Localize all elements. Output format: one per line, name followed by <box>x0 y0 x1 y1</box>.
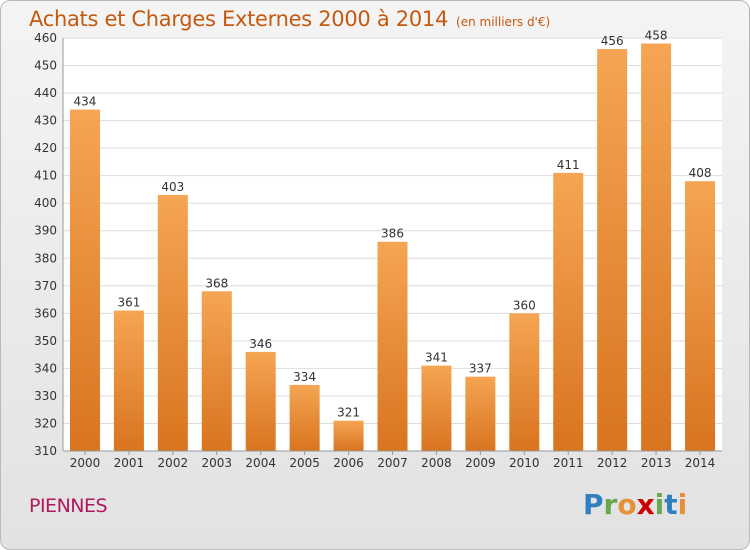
logo-letter: P <box>583 488 604 521</box>
x-tick-label: 2002 <box>158 456 189 470</box>
logo-letter: r <box>603 488 618 521</box>
data-label-2003: 368 <box>205 276 228 290</box>
y-tick-label: 460 <box>34 31 57 45</box>
bar-2006 <box>333 420 364 451</box>
logo-letter: i <box>654 488 665 521</box>
data-labels: 434 361 403 368 346 334 321 386 341 337 360 411 456 4… <box>74 29 712 420</box>
y-tick-label: 340 <box>34 361 57 375</box>
data-label-2006: 321 <box>337 406 360 420</box>
bar-2011 <box>553 172 584 451</box>
bar-2007 <box>377 241 408 451</box>
bar-2000 <box>69 109 100 451</box>
y-tick-label: 400 <box>34 196 57 210</box>
x-axis: 2000 2001 2002 2003 2004 2005 2006 2007 2008 2009… <box>63 450 722 470</box>
logo-letter: x <box>636 488 655 521</box>
x-tick-label: 2010 <box>509 456 540 470</box>
title-row: Achats et Charges Externes 2000 à 2014 (e… <box>29 7 550 31</box>
x-tick-label: 2007 <box>377 456 408 470</box>
y-tick-label: 410 <box>34 169 57 183</box>
y-axis: 310 320 330 340 350 360 370 380 390 400 410 420 430 4… <box>34 31 64 458</box>
y-tick-label: 360 <box>34 306 57 320</box>
x-tick-label: 2009 <box>465 456 496 470</box>
bars <box>69 43 716 452</box>
logo-letter: i <box>677 488 688 521</box>
data-label-2007: 386 <box>381 227 404 241</box>
x-tick-label: 2006 <box>333 456 364 470</box>
x-tick-label: 2003 <box>201 456 232 470</box>
bar-2005 <box>289 384 320 451</box>
data-label-2011: 411 <box>557 158 580 172</box>
y-tick-label: 390 <box>34 224 57 238</box>
x-tick-label: 2005 <box>289 456 320 470</box>
commune-name: PIENNES <box>29 495 108 517</box>
proxiti-logo: Proxiti <box>583 488 687 521</box>
data-label-2013: 458 <box>645 29 668 43</box>
y-tick-label: 370 <box>34 279 57 293</box>
y-tick-label: 380 <box>34 251 57 265</box>
bar-2003 <box>201 291 232 451</box>
bar-2010 <box>509 313 540 451</box>
x-tick-label: 2008 <box>421 456 452 470</box>
y-tick-label: 310 <box>34 444 57 458</box>
x-tick-label: 2001 <box>114 456 145 470</box>
y-tick-label: 320 <box>34 416 57 430</box>
x-tick-label: 2000 <box>70 456 101 470</box>
y-tick-label: 440 <box>34 86 57 100</box>
data-label-2008: 341 <box>425 351 448 365</box>
x-tick-label: 2012 <box>597 456 628 470</box>
data-label-2010: 360 <box>513 298 536 312</box>
logo-letter: o <box>617 488 637 521</box>
chart-title: Achats et Charges Externes 2000 à 2014 <box>29 7 449 31</box>
y-tick-label: 330 <box>34 389 57 403</box>
logo-letter: t <box>664 488 678 521</box>
y-tick-label: 430 <box>34 114 57 128</box>
data-label-2002: 403 <box>161 180 184 194</box>
chart-subtitle: (en milliers d'€) <box>456 15 551 29</box>
bar-2009 <box>465 376 496 451</box>
bar-2014 <box>685 181 716 451</box>
data-label-2001: 361 <box>117 296 140 310</box>
bar-2004 <box>245 351 276 451</box>
x-tick-label: 2011 <box>553 456 584 470</box>
data-label-2004: 346 <box>249 337 272 351</box>
y-tick-label: 350 <box>34 334 57 348</box>
bar-2013 <box>641 43 672 452</box>
data-label-2009: 337 <box>469 362 492 376</box>
data-label-2012: 456 <box>601 34 624 48</box>
y-tick-label: 450 <box>34 59 57 73</box>
y-tick-label: 420 <box>34 141 57 155</box>
x-tick-label: 2004 <box>245 456 276 470</box>
bar-2002 <box>157 194 188 451</box>
bar-2008 <box>421 365 452 451</box>
bar-2001 <box>113 310 144 451</box>
data-label-2014: 408 <box>689 166 712 180</box>
x-tick-label: 2014 <box>685 456 716 470</box>
data-label-2005: 334 <box>293 370 316 384</box>
x-tick-label: 2013 <box>641 456 672 470</box>
data-label-2000: 434 <box>74 95 97 109</box>
bar-2012 <box>597 49 628 451</box>
